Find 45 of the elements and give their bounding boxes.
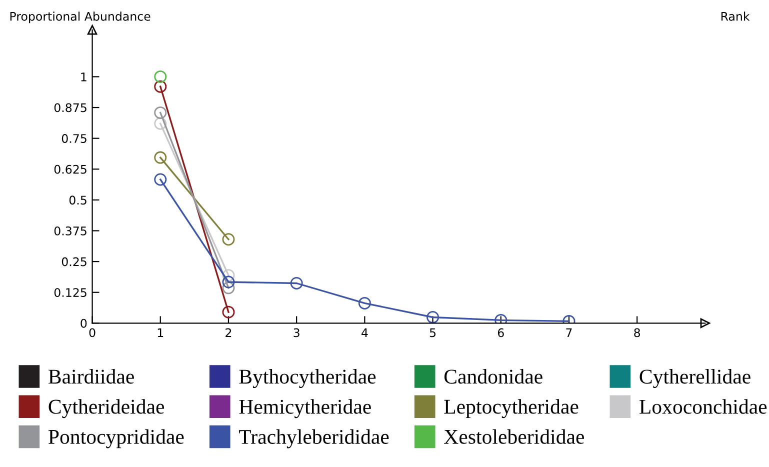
legend-label: Bairdiidae: [48, 369, 134, 384]
point: [358, 296, 371, 310]
point: [154, 70, 167, 83]
legend-label: Cytherideidae: [48, 399, 164, 418]
y-tick-label: 0.125: [54, 288, 86, 298]
x-tick-label: 4: [362, 328, 368, 337]
x-tick-label: 2: [226, 328, 232, 337]
point: [154, 117, 167, 130]
legend-label: Hemicytheridae: [239, 399, 371, 418]
legend-label: Trachyleberididae: [239, 429, 389, 448]
legend-label: Candonidae: [444, 369, 542, 384]
y-tick-label: 0.625: [54, 164, 86, 174]
point: [154, 173, 167, 186]
y-tick-label: 0.5: [69, 196, 86, 205]
legend-label: Cytherellidae: [640, 369, 750, 388]
x-tick-label: 0: [89, 328, 96, 338]
point: [426, 311, 440, 324]
point: [222, 276, 235, 288]
y-tick-label: 1: [81, 72, 86, 82]
point: [154, 106, 167, 119]
x-tick-label: 5: [430, 328, 436, 338]
point: [222, 233, 235, 246]
point: [222, 269, 235, 282]
point: [222, 282, 235, 294]
point: [154, 80, 167, 93]
y-tick-label: 0.875: [54, 103, 86, 112]
x-tick-label: 6: [498, 328, 504, 338]
point: [154, 151, 167, 164]
x-tick-label: 8: [634, 328, 640, 338]
legend-label: Xestoleberididae: [444, 429, 584, 444]
y-tick-label: 0.375: [54, 226, 86, 236]
x-tick-label: 7: [566, 328, 572, 337]
y-tick-label: 0.75: [62, 134, 86, 143]
x-tick-label: 3: [294, 328, 300, 338]
point: [222, 306, 235, 318]
legend-label: Bythocytheridae: [239, 369, 376, 388]
y-axis-title: Proportional Abundance: [10, 12, 150, 24]
point: [290, 276, 303, 290]
y-tick-label: 0: [80, 318, 87, 328]
legend-label: Pontocyprididae: [48, 429, 184, 448]
legend-label: Loxoconchidae: [640, 399, 767, 414]
x-axis-title: Rank: [721, 12, 750, 21]
y-tick-label: 0.25: [62, 257, 86, 266]
x-tick-label: 1: [158, 328, 164, 337]
legend-label: Leptocytheridae: [444, 399, 578, 418]
